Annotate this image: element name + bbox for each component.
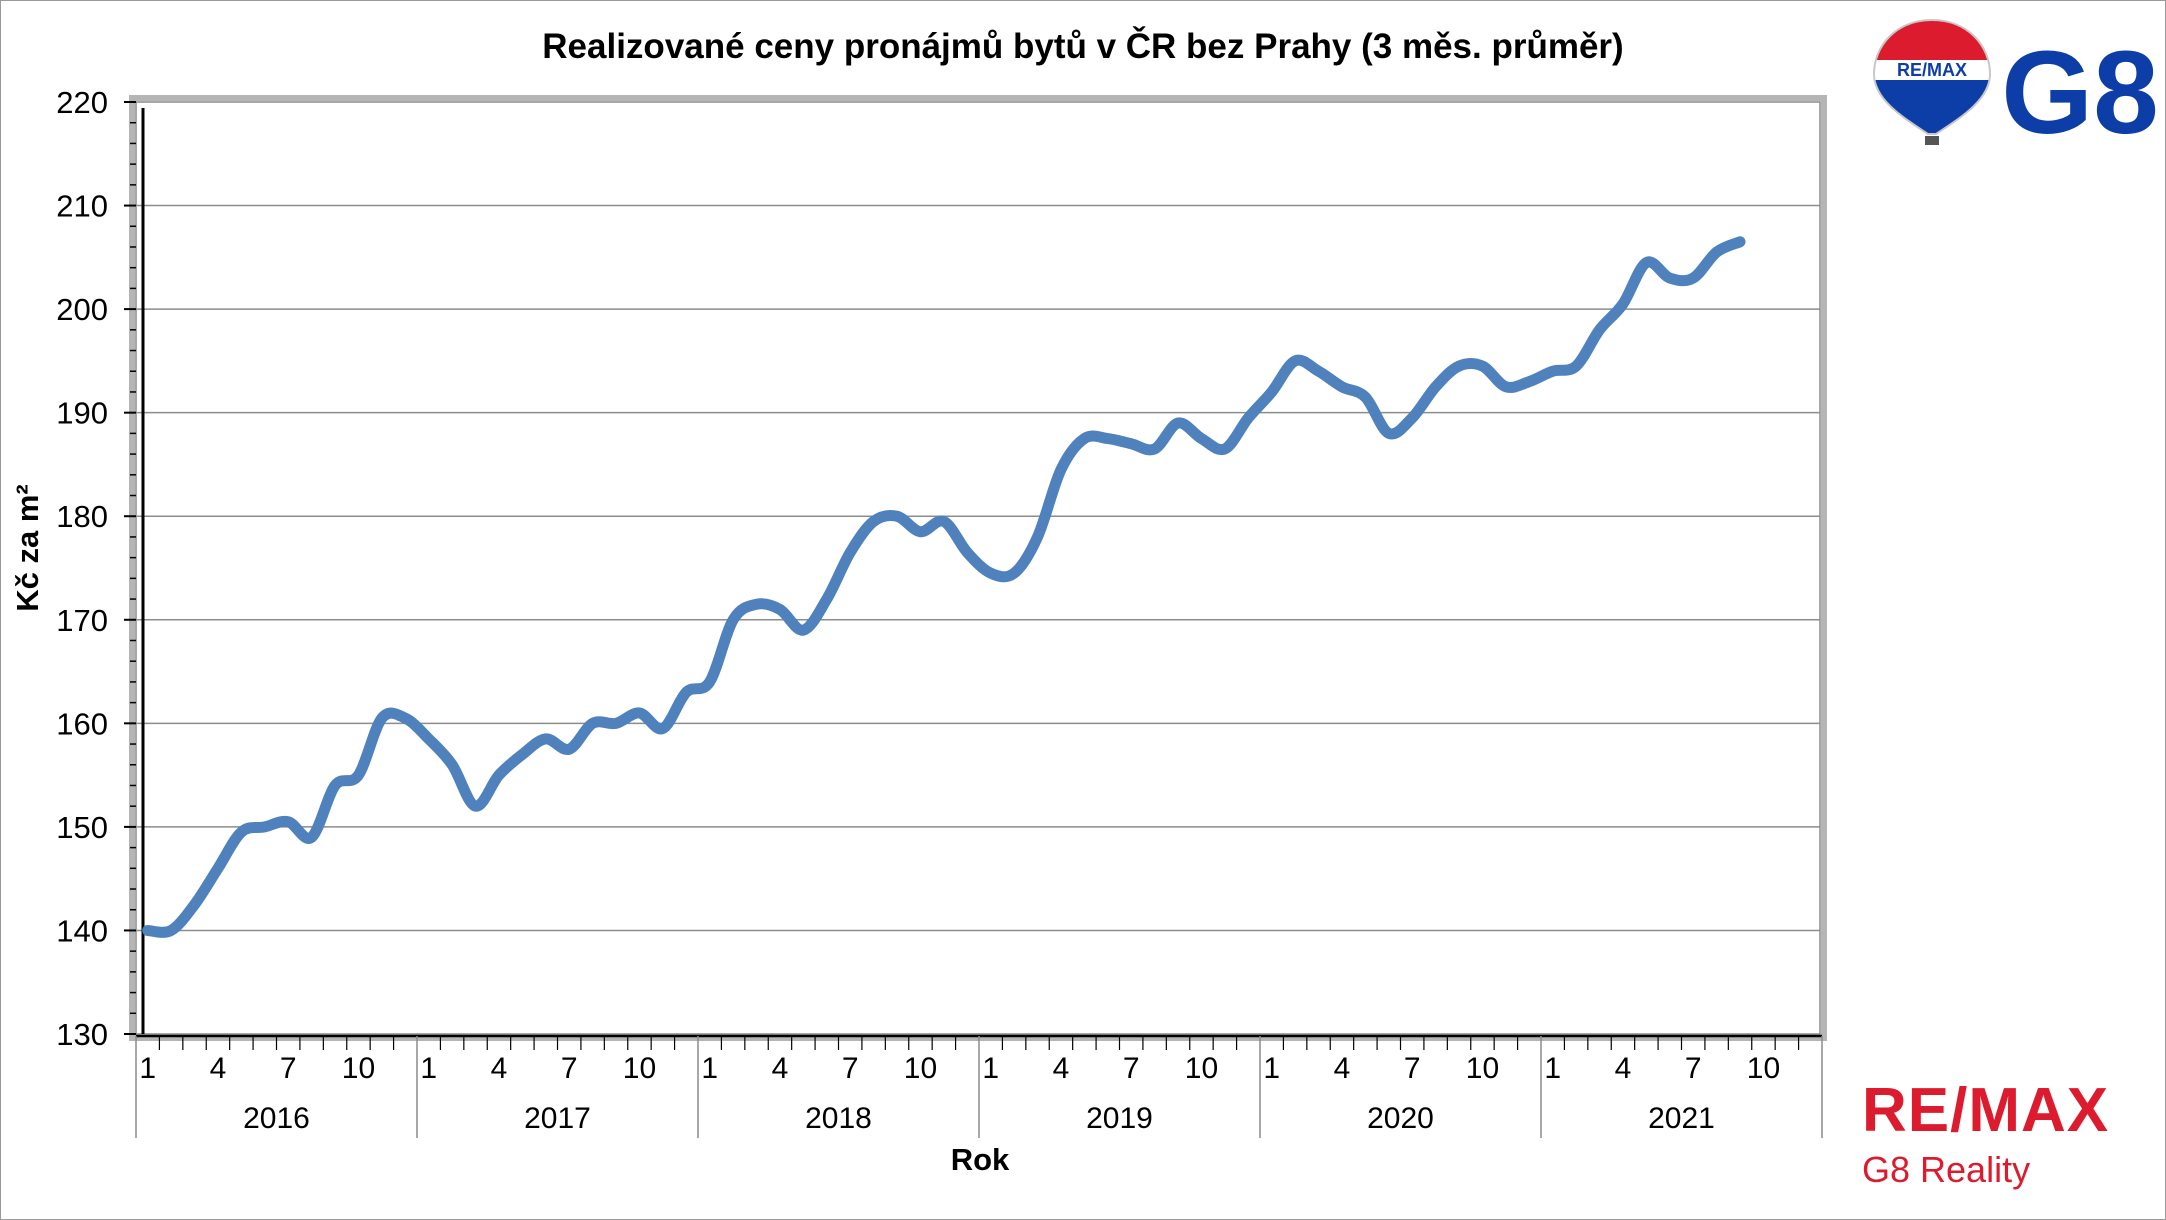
x-axis <box>135 1034 1823 1138</box>
y-axis-tick-labels: 130 140 150 160 170 180 190 200 210 220 <box>56 85 108 1052</box>
x-month-label: 1 <box>1544 1052 1561 1085</box>
x-month-label: 1 <box>982 1052 999 1085</box>
x-month-label: 4 <box>491 1052 508 1085</box>
x-month-label: 1 <box>139 1052 156 1085</box>
y-tick-label: 180 <box>56 499 108 534</box>
x-month-label: 7 <box>561 1052 578 1085</box>
x-year-label: 2018 <box>805 1102 872 1135</box>
office-mark: G8 <box>2001 27 2158 148</box>
remax-g8-logo: RE/MAX G8 <box>1840 8 2160 159</box>
x-year-label: 2021 <box>1648 1102 1715 1135</box>
balloon-label: RE/MAX <box>1897 60 1967 80</box>
y-gridlines <box>136 204 1820 932</box>
chart-title: Realizované ceny pronájmů bytů v ČR bez … <box>542 26 1623 66</box>
x-month-label: 1 <box>420 1052 437 1085</box>
x-month-label: 4 <box>1334 1052 1351 1085</box>
y-tick-label: 200 <box>56 292 108 327</box>
y-axis-ticks <box>124 101 145 1035</box>
x-year-label: 2016 <box>243 1102 310 1135</box>
series-line <box>142 236 1746 938</box>
x-axis-month-labels: 1 4 7 10 1 4 7 10 1 4 7 10 1 4 7 10 1 4 7 10 1 4 7 10 <box>139 1052 1780 1085</box>
office-name: G8 Reality <box>1862 1149 2031 1190</box>
x-month-label: 7 <box>1685 1052 1702 1085</box>
y-tick-label: 220 <box>56 85 108 120</box>
x-month-label: 4 <box>772 1052 789 1085</box>
y-tick-label: 210 <box>56 189 108 224</box>
x-month-label: 10 <box>1185 1052 1218 1085</box>
x-month-label: 10 <box>1466 1052 1499 1085</box>
series-group <box>142 236 1746 938</box>
x-month-label: 4 <box>210 1052 227 1085</box>
y-tick-label: 170 <box>56 603 108 638</box>
x-month-label: 4 <box>1053 1052 1070 1085</box>
x-axis-year-labels: 2016 2017 2018 2019 2020 2021 <box>243 1102 1715 1135</box>
y-tick-label: 150 <box>56 810 108 845</box>
x-month-label: 7 <box>842 1052 859 1085</box>
x-axis-title: Rok <box>951 1142 1010 1177</box>
x-month-label: 10 <box>904 1052 937 1085</box>
x-month-label: 1 <box>1263 1052 1280 1085</box>
x-month-label: 10 <box>1747 1052 1780 1085</box>
y-tick-label: 140 <box>56 913 108 948</box>
y-tick-label: 160 <box>56 706 108 741</box>
x-month-label: 7 <box>1404 1052 1421 1085</box>
x-year-label: 2020 <box>1367 1102 1434 1135</box>
x-month-label: 4 <box>1615 1052 1632 1085</box>
x-month-label: 7 <box>280 1052 297 1085</box>
x-month-label: 7 <box>1123 1052 1140 1085</box>
balloon-icon: RE/MAX G8 <box>1872 18 2159 159</box>
remax-brand: RE/MAX G8 Reality <box>1862 1080 2152 1190</box>
x-month-label: 1 <box>701 1052 718 1085</box>
x-year-label: 2017 <box>524 1102 591 1135</box>
x-month-label: 10 <box>342 1052 375 1085</box>
y-tick-label: 190 <box>56 396 108 431</box>
y-axis-title: Kč za m² <box>10 484 45 611</box>
plot-area-inner-border <box>135 101 1821 1035</box>
y-tick-label: 130 <box>56 1017 108 1052</box>
x-month-label: 10 <box>623 1052 656 1085</box>
x-year-label: 2019 <box>1086 1102 1153 1135</box>
remax-wordmark: RE/MAX <box>1862 1076 2110 1145</box>
